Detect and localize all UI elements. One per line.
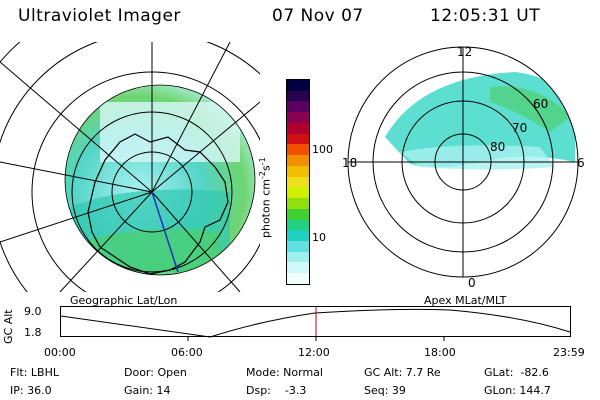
door-label: Door: Open: [124, 366, 187, 379]
colorbar-segment: [287, 165, 309, 177]
mlt-18-label: 18: [342, 156, 357, 170]
altitude-min-label: 1.8: [24, 326, 42, 339]
colorbar-segment: [287, 219, 309, 231]
colorbar-segment: [287, 230, 309, 242]
gc-alt-label: GC Alt: 7.7 Re: [364, 366, 441, 379]
colorbar-segment: [287, 155, 309, 166]
colorbar-segment: [287, 101, 309, 113]
mlat-80-label: 80: [490, 140, 505, 154]
time-label: 12:05:31 UT: [430, 6, 541, 26]
date-label: 07 Nov 07: [272, 6, 364, 26]
filter-label: Flt: LBHL: [10, 366, 59, 379]
altitude-max-label: 9.0: [24, 305, 42, 318]
colorbar-segment: [287, 144, 309, 156]
mode-label: Mode: Normal: [246, 366, 323, 379]
mlat-70-label: 70: [512, 121, 527, 135]
colorbar-segment: [287, 187, 309, 199]
mlt-grid: [348, 47, 578, 277]
colorbar-tick-100: 100: [312, 143, 333, 156]
x-tick-1200: 12:00: [298, 346, 330, 359]
glon-label: GLon: 144.7: [484, 384, 551, 397]
colorbar-segment: [287, 90, 309, 102]
colorbar-tick-10: 10: [312, 231, 326, 244]
color-scale-bar: [286, 79, 310, 285]
auroral-oval-image: [385, 72, 575, 170]
altitude-axis-label: GC Alt: [2, 309, 15, 344]
x-tick-1800: 18:00: [424, 346, 456, 359]
magnetic-map: 12 18 6 0 60 70 80: [342, 45, 585, 290]
continent-outline: [87, 133, 229, 275]
colorbar-segment: [287, 241, 309, 252]
instrument-title: Ultraviolet Imager: [18, 6, 181, 26]
colorbar-segment: [287, 273, 309, 284]
mlat-60-label: 60: [533, 97, 548, 111]
mlt-0-label: 0: [468, 276, 476, 290]
colorbar-segment: [287, 176, 309, 188]
time-ticks: [187, 336, 445, 341]
colorbar-unit-label: photon cm-2s-1: [258, 157, 273, 238]
longitude-grid: [0, 42, 260, 292]
altitude-plot: [60, 306, 571, 341]
right-map-caption: Apex MLat/MLT: [424, 294, 507, 307]
colorbar-segment: [287, 80, 309, 91]
ip-label: IP: 36.0: [10, 384, 52, 397]
x-tick-0600: 06:00: [171, 346, 203, 359]
glat-label: GLat: -82.6: [484, 366, 549, 379]
dsp-label: Dsp: -3.3: [246, 384, 307, 397]
colorbar-segment: [287, 198, 309, 209]
colorbar-segment: [287, 251, 309, 263]
geographic-map: [0, 42, 260, 292]
colorbar-segment: [287, 208, 309, 220]
x-tick-2359: 23:59: [553, 346, 585, 359]
colorbar-segment: [287, 133, 309, 145]
mlt-12-label: 12: [457, 45, 472, 59]
image-boundary: [64, 84, 256, 276]
x-tick-0000: 00:00: [44, 346, 76, 359]
colorbar-segment: [287, 262, 309, 274]
colorbar-segment: [287, 122, 309, 134]
meridian-line: [151, 191, 179, 273]
mlt-6-label: 6: [577, 156, 585, 170]
seq-label: Seq: 39: [364, 384, 406, 397]
altitude-curve: [60, 308, 571, 338]
colorbar-segment: [287, 112, 309, 123]
left-map-caption: Geographic Lat/Lon: [70, 294, 178, 307]
gain-label: Gain: 14: [124, 384, 171, 397]
